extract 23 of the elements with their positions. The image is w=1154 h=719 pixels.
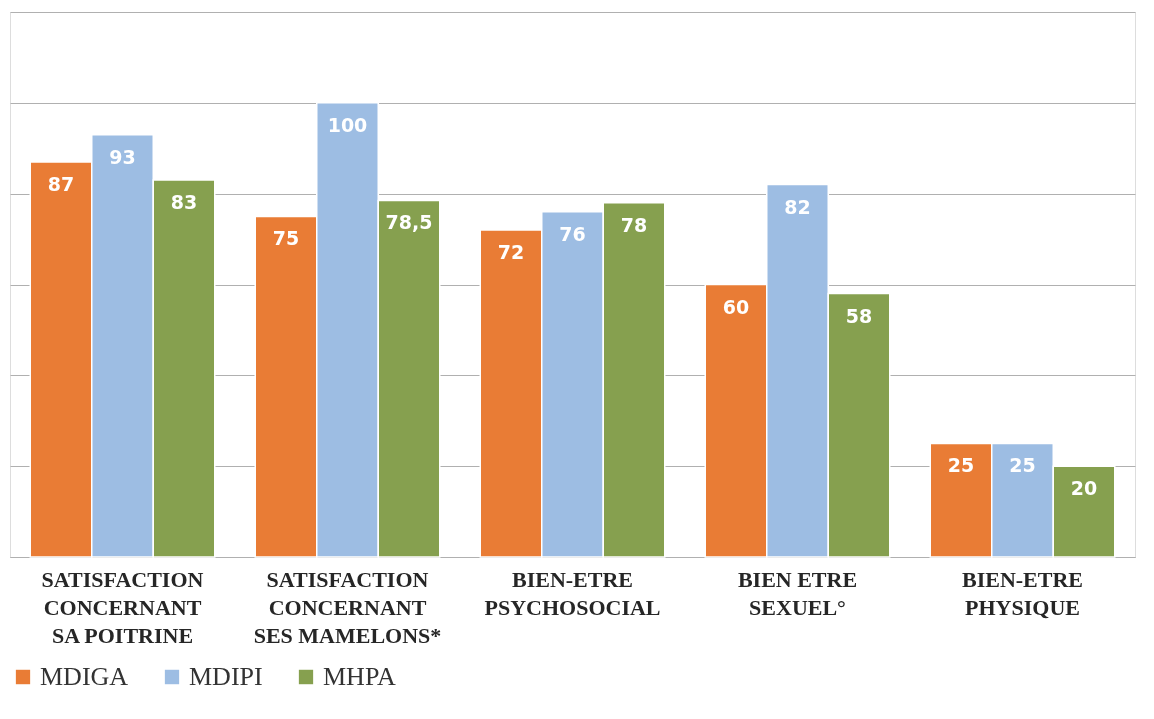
data-label: 78 bbox=[620, 213, 648, 236]
data-label: 25 bbox=[1009, 454, 1036, 477]
data-label: 87 bbox=[47, 172, 75, 195]
data-label: 25 bbox=[947, 454, 975, 477]
data-label: 100 bbox=[327, 113, 368, 136]
legend-label: MHPA bbox=[323, 662, 396, 691]
data-label: 76 bbox=[559, 222, 586, 245]
data-label: 78,5 bbox=[385, 211, 433, 234]
x-tick-label: BIEN-ETRE PSYCHOSOCIAL bbox=[484, 566, 661, 620]
data-label: 20 bbox=[1070, 477, 1098, 500]
legend-label: MDIPI bbox=[189, 662, 263, 691]
legend-label: MDIGA bbox=[40, 662, 129, 691]
x-tick-label: BIEN-ETRE PHYSIQUE bbox=[961, 566, 1084, 620]
data-label: 82 bbox=[784, 195, 811, 218]
data-label: 83 bbox=[170, 191, 198, 214]
data-label: 58 bbox=[845, 304, 873, 327]
data-label: 72 bbox=[497, 241, 525, 263]
x-tick-label: BIEN ETRE SEXUEL° bbox=[737, 566, 858, 620]
data-label: 93 bbox=[109, 145, 136, 168]
x-tick-label: SATISFACTION CONCERNANT SA POITRINE bbox=[41, 566, 204, 648]
data-label: 75 bbox=[272, 227, 300, 250]
x-tick-label: SATISFACTION CONCERNANT SES MAMELONS* bbox=[253, 566, 442, 648]
data-label: 60 bbox=[722, 295, 750, 318]
